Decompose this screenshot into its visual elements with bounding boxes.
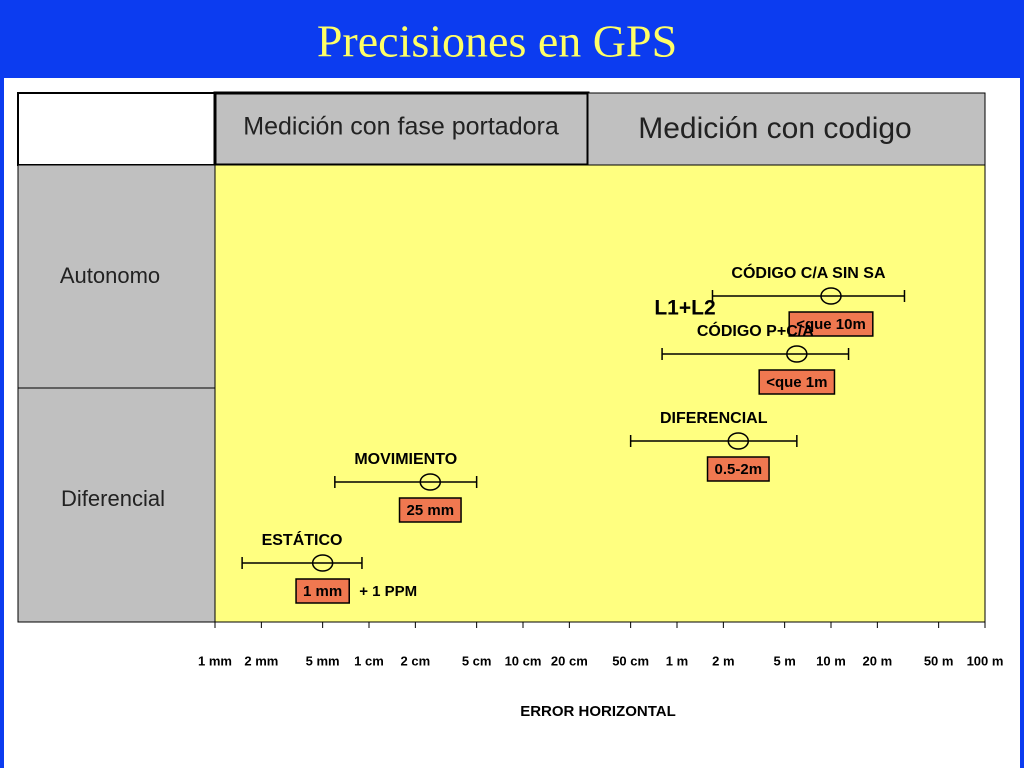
row-header: Diferencial	[61, 486, 165, 511]
column-header: Medición con codigo	[638, 112, 912, 145]
slide-title: Precisiones en GPS	[317, 16, 677, 67]
x-tick-label: 50 cm	[612, 653, 649, 668]
x-tick-label: 5 cm	[462, 653, 492, 668]
x-tick-label: 2 mm	[244, 653, 278, 668]
right-edge	[1020, 78, 1024, 768]
x-tick-label: 1 m	[666, 653, 688, 668]
value-label: 0.5-2m	[715, 461, 763, 478]
point	[311, 554, 334, 572]
x-tick-label: 1 mm	[198, 653, 232, 668]
row-cell	[17, 164, 216, 389]
x-tick-label: 100 m	[967, 653, 1004, 668]
value-box	[706, 456, 770, 482]
point	[786, 345, 808, 363]
x-tick-label: 20 cm	[551, 653, 588, 668]
series-name: DIFERENCIAL	[660, 410, 768, 427]
x-tick-label: 10 m	[816, 653, 846, 668]
x-tick-label: 1 cm	[354, 653, 384, 668]
x-tick-label: 5 m	[773, 653, 795, 668]
series-name: ESTÁTICO	[262, 530, 343, 549]
header-cell	[213, 91, 590, 167]
value-label: <que 10m	[796, 316, 866, 333]
value-box	[758, 369, 836, 395]
series-name: MOVIMIENTO	[354, 451, 457, 468]
value-box	[788, 311, 874, 337]
x-tick-label: 2 cm	[401, 653, 431, 668]
value-box	[398, 497, 462, 523]
column-header: Medición con fase portadora	[243, 113, 559, 141]
annotation: L1+L2	[654, 297, 715, 320]
row-cell	[17, 387, 216, 623]
value-label: 25 mm	[407, 502, 455, 519]
point	[820, 287, 842, 305]
value-label: <que 1m	[766, 374, 827, 391]
x-tick-label: 50 m	[924, 653, 954, 668]
value-label: 1 mm	[303, 583, 342, 600]
x-tick-label: 2 m	[712, 653, 734, 668]
left-edge	[0, 78, 4, 768]
x-axis-label: ERROR HORIZONTAL	[520, 703, 676, 720]
header-cell	[587, 92, 986, 166]
plot-area	[214, 164, 986, 623]
title-bar	[0, 0, 1024, 78]
value-box	[295, 578, 350, 604]
series-name: CÓDIGO C/A SIN SA	[731, 263, 886, 282]
x-tick-label: 10 cm	[505, 653, 542, 668]
x-tick-label: 20 m	[863, 653, 893, 668]
row-header: Autonomo	[60, 263, 160, 288]
point	[727, 432, 750, 450]
x-tick-label: 5 mm	[306, 653, 340, 668]
series-name: CÓDIGO P+C/A	[697, 321, 814, 340]
value-suffix: + 1 PPM	[359, 583, 417, 600]
point	[419, 473, 442, 491]
corner-cell	[17, 92, 216, 166]
